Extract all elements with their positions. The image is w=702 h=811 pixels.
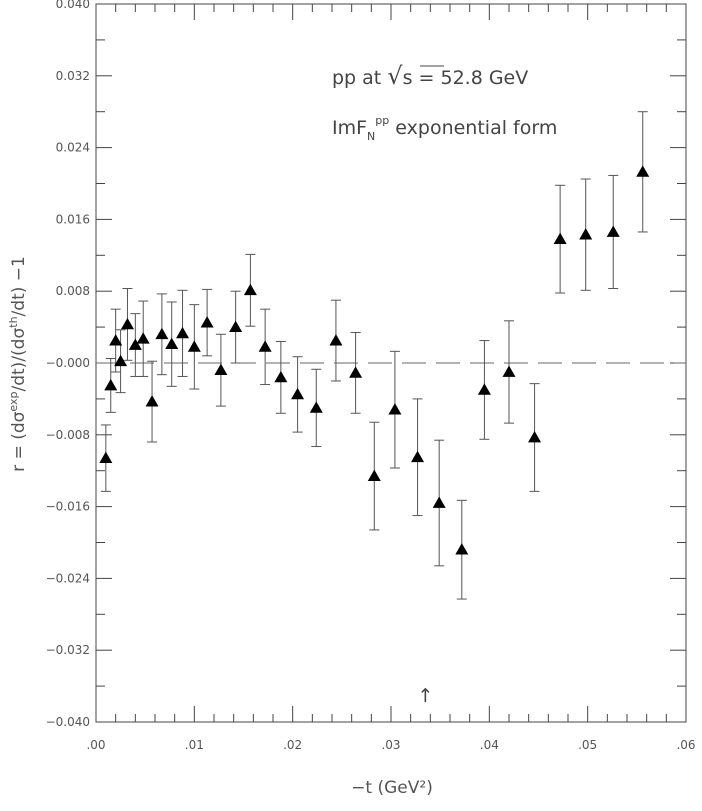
data-point xyxy=(388,403,402,415)
data-point xyxy=(309,401,323,413)
y-axis-title: r = (dσexp/dt)/(dσth/dt) −1 xyxy=(7,256,29,472)
data-point xyxy=(145,395,159,407)
data-point xyxy=(528,430,542,443)
y-tick-label: 0.008 xyxy=(56,284,90,298)
data-markers xyxy=(99,165,650,555)
x-tick-label: .04 xyxy=(480,738,499,752)
data-point xyxy=(136,332,150,344)
y-tick-label: 0.024 xyxy=(56,141,90,155)
y-tick-label: 0.016 xyxy=(56,212,90,226)
y-tick-label: −0.008 xyxy=(46,428,90,442)
x-axis-title: −t (GeV²) xyxy=(351,778,433,798)
data-point xyxy=(579,228,593,240)
data-point xyxy=(165,337,179,350)
x-tick-label: .00 xyxy=(86,738,105,752)
error-bars xyxy=(100,111,648,600)
data-point xyxy=(114,354,128,367)
data-point xyxy=(502,365,516,377)
data-point xyxy=(176,326,190,339)
y-tick-label: −0.000 xyxy=(46,356,90,370)
data-point xyxy=(455,543,469,555)
y-tick-label: 0.032 xyxy=(56,69,90,83)
x-tick-label: .01 xyxy=(185,738,204,752)
data-point xyxy=(274,370,288,383)
data-point xyxy=(477,383,491,395)
data-point xyxy=(367,469,381,481)
y-axis: −0.040 −0.032 −0.024 −0.016 −0.008 −0.000 0.00… xyxy=(46,0,686,729)
data-point xyxy=(291,387,305,400)
data-point xyxy=(120,317,134,330)
annotation-form: ImFNpp exponential form xyxy=(332,114,557,143)
y-tick-label: −0.024 xyxy=(46,571,90,585)
data-point xyxy=(606,225,620,237)
annotation-energy: pp at √s = 52.8 GeV xyxy=(332,62,528,90)
y-tick-label: −0.016 xyxy=(46,500,90,514)
data-point xyxy=(411,450,425,463)
data-point xyxy=(104,378,118,391)
data-point xyxy=(155,327,169,340)
data-point xyxy=(128,338,142,350)
data-point xyxy=(349,366,363,378)
data-point xyxy=(329,334,343,346)
y-tick-label: 0.040 xyxy=(56,0,90,11)
x-tick-label: .06 xyxy=(676,738,695,752)
x-tick-label: .02 xyxy=(283,738,302,752)
data-point xyxy=(214,363,228,376)
x-tick-label: .05 xyxy=(578,738,597,752)
data-point xyxy=(229,320,243,332)
y-tick-label: −0.040 xyxy=(46,715,90,729)
x-axis: .00 .01 .02 .03 .04 .05 .06 xyxy=(86,4,696,752)
data-point xyxy=(258,340,272,352)
data-point xyxy=(109,334,123,346)
data-point xyxy=(636,165,650,177)
data-point xyxy=(187,340,201,352)
data-point xyxy=(243,283,257,296)
data-point xyxy=(432,496,446,508)
data-point xyxy=(99,451,113,464)
arrow-marker: ↑ xyxy=(417,685,433,707)
y-tick-label: −0.032 xyxy=(46,643,90,657)
data-point xyxy=(200,316,214,328)
data-point xyxy=(553,232,567,245)
x-tick-label: .03 xyxy=(381,738,400,752)
